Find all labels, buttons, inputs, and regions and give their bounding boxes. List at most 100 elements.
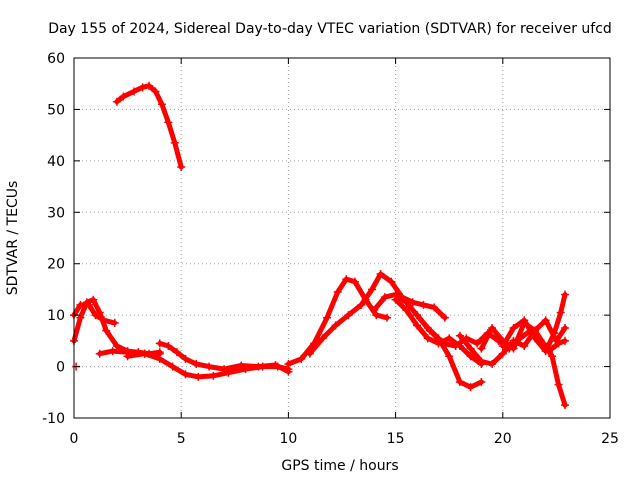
data-point xyxy=(273,362,282,371)
data-point xyxy=(331,321,340,330)
data-point xyxy=(164,342,173,350)
data-point xyxy=(350,277,359,286)
data-point xyxy=(387,277,396,286)
data-point xyxy=(466,383,475,392)
data-point xyxy=(530,334,539,343)
y-tick-label: 50 xyxy=(47,102,65,118)
x-axis-label: GPS time / hours xyxy=(281,458,398,474)
y-tick-label: 30 xyxy=(47,205,65,221)
data-point xyxy=(430,303,439,312)
data-point xyxy=(91,311,100,320)
y-tick-label: 60 xyxy=(47,51,65,67)
data-point xyxy=(380,293,389,302)
axis-ticks xyxy=(73,57,611,419)
data-point xyxy=(466,344,475,353)
data-point xyxy=(413,321,422,330)
data-point xyxy=(419,300,428,309)
data-point xyxy=(145,81,154,90)
data-point xyxy=(342,275,351,284)
data-point xyxy=(402,306,411,314)
series-arc-15 xyxy=(548,336,569,353)
data-point xyxy=(438,339,447,348)
data-point xyxy=(473,339,482,348)
data-point xyxy=(89,295,98,304)
data-point xyxy=(305,349,314,358)
data-point xyxy=(548,352,557,361)
data-point xyxy=(177,163,186,172)
data-point xyxy=(423,334,432,343)
y-tick-label: 40 xyxy=(47,154,65,170)
data-point xyxy=(556,308,565,317)
plot-area-frame xyxy=(73,57,611,419)
data-point xyxy=(541,347,550,356)
data-point xyxy=(205,362,214,371)
data-point xyxy=(76,300,85,309)
x-tick-label: 0 xyxy=(70,431,79,447)
y-tick-label: 20 xyxy=(47,257,65,273)
series-arc-6 xyxy=(123,349,293,381)
chart-title: Day 155 of 2024, Sidereal Day-to-day VTE… xyxy=(48,21,612,37)
data-point xyxy=(554,380,563,389)
data-point xyxy=(498,342,507,350)
data-point xyxy=(95,349,104,358)
data-point xyxy=(368,285,377,294)
data-point xyxy=(258,362,267,371)
data-point xyxy=(130,87,139,96)
data-point xyxy=(498,349,507,358)
data-point xyxy=(138,83,147,92)
data-point xyxy=(488,324,497,332)
data-point xyxy=(172,348,181,357)
data-point xyxy=(372,311,381,320)
data-point xyxy=(318,334,327,343)
data-point xyxy=(425,326,434,335)
data-point xyxy=(560,324,569,332)
data-point xyxy=(108,347,117,356)
grid-lines xyxy=(74,58,610,418)
data-point xyxy=(554,339,563,348)
data-point xyxy=(560,336,569,345)
y-axis-label: SDTVAR / TECUs xyxy=(5,181,21,296)
x-tick-label: 15 xyxy=(387,431,405,447)
data-point xyxy=(194,372,203,381)
data-point xyxy=(170,138,179,147)
data-point xyxy=(550,329,559,338)
data-point xyxy=(164,118,173,127)
data-point xyxy=(102,326,111,335)
data-point xyxy=(560,401,569,410)
data-point xyxy=(383,313,392,322)
axis-tick-labels: 0 5 10 15 20 25 -10 0 10 20 30 40 50 60 xyxy=(42,51,619,447)
series-arc-1 xyxy=(112,81,186,172)
data-point xyxy=(344,311,353,320)
data-point xyxy=(76,313,85,322)
data-point xyxy=(284,360,293,368)
data-point xyxy=(241,365,250,374)
data-point xyxy=(155,339,164,348)
series-arc-10 xyxy=(391,295,486,368)
data-point xyxy=(541,316,550,325)
data-series xyxy=(70,81,569,410)
data-point xyxy=(357,300,366,309)
data-point xyxy=(155,354,164,363)
y-tick-label: -10 xyxy=(42,411,65,427)
y-tick-label: 10 xyxy=(47,308,65,324)
data-point xyxy=(85,300,94,309)
y-tick-label: 0 xyxy=(56,360,65,376)
x-tick-label: 25 xyxy=(601,431,619,447)
data-point xyxy=(477,378,486,386)
data-point xyxy=(466,352,475,361)
data-point xyxy=(548,344,557,353)
data-point xyxy=(391,295,400,304)
data-point xyxy=(100,316,109,325)
data-point xyxy=(181,370,190,379)
data-point xyxy=(455,331,464,340)
x-tick-label: 5 xyxy=(177,431,186,447)
data-point xyxy=(123,352,132,361)
data-point xyxy=(455,378,464,386)
series-line xyxy=(414,312,544,352)
data-point xyxy=(370,306,379,314)
data-point xyxy=(445,334,454,343)
series-line xyxy=(500,292,568,354)
data-point xyxy=(451,342,460,350)
data-point xyxy=(209,371,218,380)
